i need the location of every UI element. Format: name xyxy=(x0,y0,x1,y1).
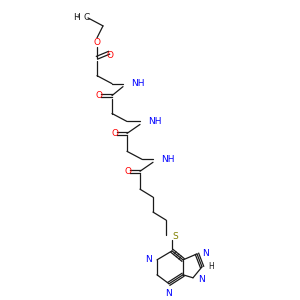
Text: O: O xyxy=(95,91,103,100)
Text: S: S xyxy=(172,232,178,242)
Text: H: H xyxy=(208,262,214,271)
Text: O: O xyxy=(94,38,100,47)
Text: H: H xyxy=(73,14,80,22)
Text: O: O xyxy=(112,129,118,138)
Text: C: C xyxy=(84,14,90,22)
Text: N: N xyxy=(166,289,172,298)
Text: N: N xyxy=(198,275,205,284)
Text: N: N xyxy=(145,255,152,264)
Text: N: N xyxy=(202,249,209,258)
Text: NH: NH xyxy=(161,155,175,164)
Text: 3: 3 xyxy=(77,14,80,20)
Text: NH: NH xyxy=(131,79,145,88)
Text: NH: NH xyxy=(148,117,161,126)
Text: O: O xyxy=(124,167,131,176)
Text: O: O xyxy=(106,51,113,60)
